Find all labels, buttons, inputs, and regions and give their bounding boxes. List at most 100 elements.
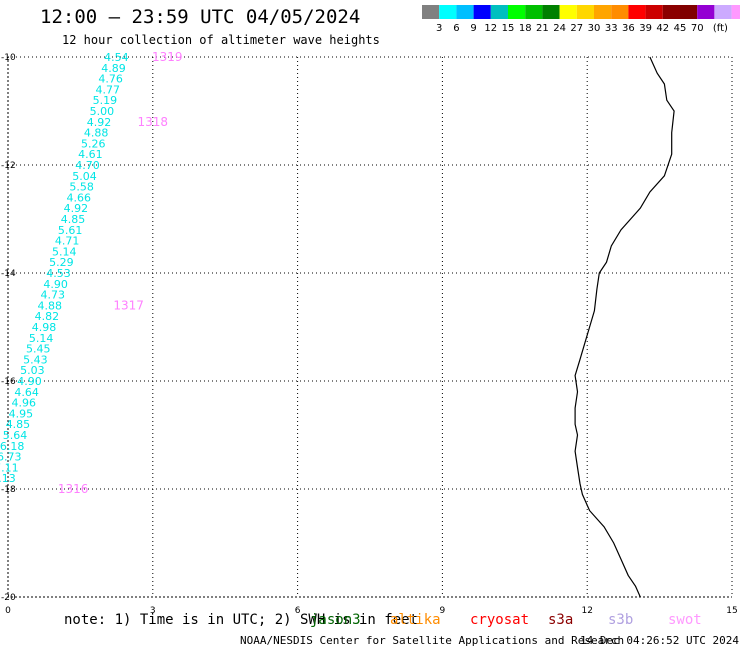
x-tick-label: 0 (5, 606, 11, 616)
wave-height-label: 4.64 (14, 386, 39, 399)
color-swatch (422, 5, 440, 19)
legend-tick-label: 15 (502, 23, 515, 34)
legend-tick-label: 45 (674, 23, 687, 34)
legend-tick-label: (ft) (713, 23, 728, 34)
wave-height-label: 4.90 (17, 375, 42, 388)
color-swatch (628, 5, 646, 19)
wave-height-label: 4.88 (84, 127, 109, 140)
wave-height-label: 5.03 (20, 364, 45, 377)
wave-height-label: 4.95 (9, 407, 34, 420)
track-label: 1318 (138, 115, 169, 129)
color-swatch (576, 5, 594, 19)
wave-height-label: 4.66 (67, 191, 92, 204)
wave-height-label: 5.45 (26, 343, 51, 356)
wave-height-label: 4.98 (32, 321, 57, 334)
legend-tick-label: 9 (470, 23, 476, 34)
color-swatch (731, 5, 740, 19)
page-title: 12:00 – 23:59 UTC 04/05/2024 (40, 6, 361, 28)
legend-tick-label: 39 (639, 23, 652, 34)
map-frame (7, 56, 733, 598)
wave-height-label: 4.70 (75, 159, 100, 172)
wave-height-label: 5.00 (90, 105, 115, 118)
track-label: 1319 (152, 50, 183, 64)
wave-height-label: 4.92 (87, 116, 112, 129)
page-subtitle: 12 hour collection of altimeter wave hei… (62, 33, 380, 47)
legend-tick-label: 18 (519, 23, 532, 34)
color-swatch (714, 5, 732, 19)
color-swatch (611, 5, 629, 19)
wave-height-label: 5.64 (3, 429, 28, 442)
color-swatch (662, 5, 680, 19)
wave-height-label: 4.90 (43, 278, 68, 291)
legend-tick-label: 3 (436, 23, 442, 34)
track-label: 1317 (113, 298, 144, 312)
color-swatch (697, 5, 715, 19)
wave-height-label: 4.53 (46, 267, 71, 280)
wave-height-label: 4.82 (35, 310, 60, 323)
color-swatch (490, 5, 508, 19)
wave-height-label: 4.92 (64, 202, 89, 215)
wave-height-label: 5.14 (29, 332, 54, 345)
color-swatch (680, 5, 698, 19)
wave-height-label: 7.11 (0, 461, 19, 474)
y-tick-label: -14 (1, 269, 16, 279)
legend-tick-label: 36 (622, 23, 635, 34)
legend-tick-label: 30 (588, 23, 601, 34)
wave-height-label: 4.71 (55, 235, 80, 248)
wave-height-label: 5.26 (81, 137, 106, 150)
legend-tick-label: 33 (605, 23, 618, 34)
wave-height-label: 5.58 (69, 181, 94, 194)
x-tick-label: 3 (150, 606, 156, 616)
x-tick-label: 9 (440, 606, 446, 616)
generation-timestamp: 14 Dec 04:26:52 UTC 2024 (580, 634, 739, 647)
color-scale-legend: 3 6 9 12 15 18 21 24 27 30 33 36 39 42 45 70 (ft) (422, 5, 740, 34)
wave-height-label: 5.19 (93, 94, 118, 107)
y-tick-label: -18 (1, 485, 16, 495)
wave-height-label: 4.54 (104, 51, 129, 64)
satellite-legend-swot: swot (668, 612, 702, 628)
wave-height-label: 6.73 (0, 451, 22, 464)
wave-height-label: 5.14 (52, 245, 77, 258)
coastline (574, 56, 675, 598)
legend-tick-label: 24 (553, 23, 566, 34)
wave-height-label: 4.85 (6, 418, 31, 431)
x-tick-label: 15 (726, 606, 737, 616)
track-label: 1316 (58, 482, 89, 496)
y-tick-label: -20 (1, 593, 16, 603)
color-swatch (525, 5, 543, 19)
legend-tick-label: 27 (570, 23, 583, 34)
satellite-legend-jason3: jason3 (310, 612, 361, 628)
y-tick-label: -10 (1, 53, 16, 63)
y-tick-label: -12 (1, 161, 16, 171)
satellite-legend-altika: altika (390, 612, 441, 628)
legend-tick-label: 70 (691, 23, 704, 34)
color-swatch (473, 5, 491, 19)
wave-height-label: 4.76 (98, 73, 123, 86)
wave-height-label: 4.85 (61, 213, 86, 226)
x-tick-label: 12 (581, 606, 592, 616)
legend-tick-label: 6 (453, 23, 459, 34)
wave-height-label: 4.89 (101, 62, 126, 75)
wave-height-label: 5.29 (49, 256, 74, 269)
y-tick-label: -16 (1, 377, 16, 387)
footer-note: note: 1) Time is in UTC; 2) SWH is in fe… (64, 612, 419, 628)
wave-height-label: 4.88 (38, 299, 63, 312)
color-swatch (542, 5, 560, 19)
credit-text: NOAA/NESDIS Center for Satellite Applica… (240, 634, 625, 647)
wave-height-label: 4.61 (78, 148, 103, 161)
color-swatch (559, 5, 577, 19)
wave-height-label: 4.73 (40, 289, 65, 302)
color-swatch (439, 5, 457, 19)
color-swatch (508, 5, 526, 19)
wave-height-label: 4.77 (95, 83, 120, 96)
wave-height-label: 5.04 (72, 170, 97, 183)
wave-height-label: 5.43 (23, 353, 48, 366)
color-swatch (645, 5, 663, 19)
wave-height-label: 5.61 (58, 224, 83, 237)
color-swatch (594, 5, 612, 19)
wave-height-label: 6.13 (0, 472, 16, 485)
wave-height-label: 6.18 (0, 440, 24, 453)
color-swatch (456, 5, 474, 19)
legend-tick-label: 42 (656, 23, 669, 34)
